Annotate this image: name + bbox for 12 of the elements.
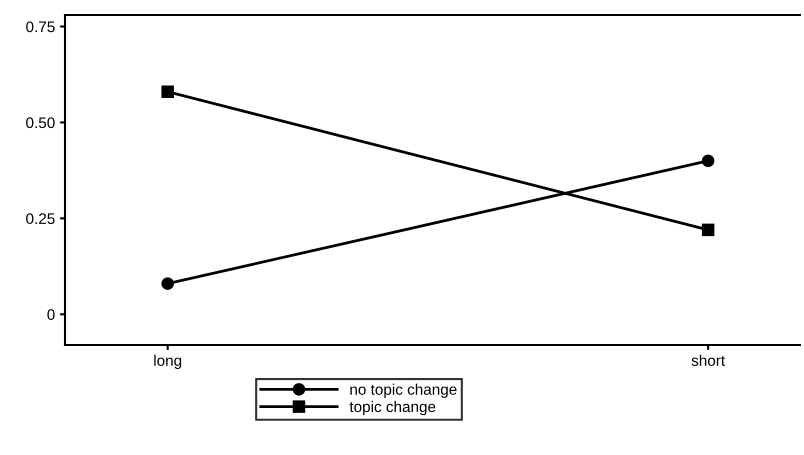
y-tick-label: 0.25 xyxy=(26,213,55,224)
point xyxy=(161,85,174,98)
point xyxy=(161,277,174,290)
point xyxy=(702,224,714,236)
legend-label: topic change xyxy=(350,400,436,416)
y-tick-label: 0 xyxy=(47,309,55,320)
y-tick-label: 0.50 xyxy=(26,117,55,128)
y-tick-label: 0.75 xyxy=(26,21,55,32)
point xyxy=(702,154,714,168)
legend-label: no topic change xyxy=(350,384,457,398)
x-tick-label: short xyxy=(692,354,725,366)
x-tick-label: long xyxy=(154,354,182,369)
